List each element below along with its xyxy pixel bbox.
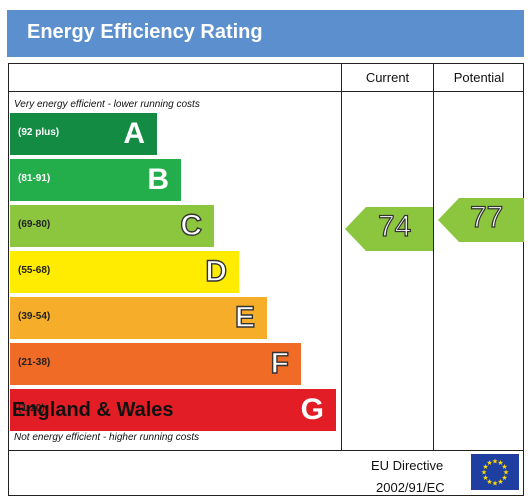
eu-star-icon: ★	[497, 478, 503, 486]
potential-rating-arrow-shape	[438, 198, 524, 242]
chart-header: Energy Efficiency Rating	[7, 10, 524, 57]
band-f: (21-38) F	[10, 343, 301, 385]
band-a: (92 plus) A	[10, 113, 157, 155]
chart-title: Energy Efficiency Rating	[27, 21, 263, 43]
band-letter: F	[270, 346, 290, 380]
divider-current	[341, 64, 342, 451]
eu-directive-label: EU Directive	[371, 458, 444, 473]
band-range-label: (69-80)	[18, 219, 51, 230]
eu-star-icon: ★	[482, 474, 488, 482]
divider-potential	[433, 64, 434, 451]
header-row-divider	[9, 91, 523, 92]
band-range-label: (55-68)	[18, 265, 51, 276]
eu-star-icon: ★	[497, 459, 503, 467]
band-letter: A	[123, 117, 145, 150]
potential-rating-value: 77	[469, 200, 504, 234]
potential-rating-arrow: 77	[438, 198, 524, 242]
eu-star-icon: ★	[492, 480, 498, 488]
note-efficient: Very energy efficient - lower running co…	[14, 99, 200, 110]
footer-divider	[9, 450, 523, 451]
eu-star-icon: ★	[486, 459, 492, 467]
column-header-current: Current	[365, 70, 410, 85]
band-letter: G	[300, 393, 324, 426]
band-range-label: (81-91)	[18, 173, 51, 184]
eu-star-icon: ★	[481, 469, 487, 477]
eu-flag-icon: ★ ★ ★ ★ ★ ★ ★ ★ ★ ★ ★ ★	[471, 454, 519, 490]
band-letter: D	[205, 254, 228, 288]
current-rating-arrow: 74	[345, 207, 433, 251]
band-e: (39-54) E	[10, 297, 267, 339]
current-rating-arrow-shape	[345, 207, 433, 251]
eu-directive-number: 2002/91/EC	[376, 480, 445, 495]
band-range-label: (1-20)	[18, 403, 45, 414]
eu-star-icon: ★	[486, 478, 492, 486]
band-range-label: (21-38)	[18, 357, 51, 368]
band-letter: C	[180, 208, 203, 242]
current-rating-value: 74	[377, 209, 412, 243]
band-range-label: (39-54)	[18, 311, 51, 322]
band-letter: E	[234, 300, 255, 334]
eu-star-icon: ★	[492, 458, 498, 466]
band-b: (81-91) B	[10, 159, 181, 201]
band-g: (1-20) G	[10, 389, 336, 431]
note-inefficient: Not energy efficient - higher running co…	[14, 432, 200, 443]
eu-star-icon: ★	[503, 469, 509, 477]
eu-star-icon: ★	[482, 463, 488, 471]
band-letter: B	[147, 163, 169, 196]
eu-star-icon: ★	[501, 474, 507, 482]
band-range-label: (92 plus)	[18, 127, 60, 138]
band-d: (55-68) D	[10, 251, 239, 293]
rating-table: Current Potential Very energy efficient …	[8, 63, 524, 496]
band-c: (69-80) C	[10, 205, 214, 247]
region-label: England & Wales	[12, 399, 174, 421]
column-header-potential: Potential	[453, 70, 505, 85]
eu-star-icon: ★	[501, 463, 507, 471]
